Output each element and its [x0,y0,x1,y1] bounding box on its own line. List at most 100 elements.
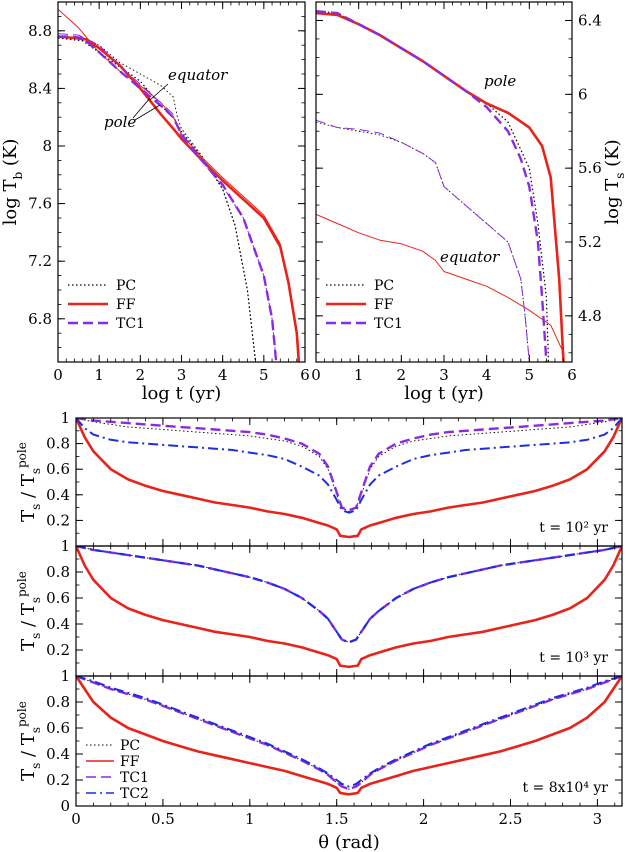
y-tick-label: 0.6 [46,589,70,607]
y-axis-title: log Ts (K) [602,139,626,224]
x-axis-title: log t (yr) [142,383,222,404]
x-tick-label: 4 [218,366,228,384]
x-tick-label: 2 [419,810,429,828]
x-tick-label: 1 [354,366,364,384]
annotation-arrow [149,83,169,101]
x-tick-label: 3 [439,366,449,384]
x-tick-label: 1 [94,366,104,384]
legend-label: FF [374,297,394,313]
y-tick-label: 1 [60,537,70,555]
x-tick-label: 1.5 [325,810,349,828]
y-tick-label: 4.8 [578,307,602,325]
series-line-ff-equator [316,213,564,354]
series-line-tc2 [76,546,622,644]
y-tick-label: 7.6 [28,195,52,213]
series-line-pc-pole [316,10,550,362]
legend-label: TC1 [116,316,145,332]
x-tick-label: 2.5 [499,810,523,828]
panel-top-left: 0 1 2 3 4 5 6 6.8 7.2 7.6 8 8.4 8.8 log t (yr) log Tb … [0,1,310,404]
x-axis-title: log t (yr) [404,383,484,404]
y-tick-label: 0.4 [46,486,70,504]
x-tick-label: 0 [53,366,63,384]
y-tick-label: 0.8 [46,563,70,581]
legend-label: TC1 [374,316,403,332]
x-tick-label: 5 [525,366,535,384]
legend-label: PC [116,278,136,294]
series-line-pc-pole [58,37,257,362]
y-axis-title: Ts / Tspole [15,571,43,651]
x-tick-label: 4 [482,366,492,384]
legend-label: TC1 [120,770,149,786]
panel-bottom-2: 0.2 0.4 0.6 0.8 1 Ts / Tspole t = 10³ yr [15,537,623,677]
x-axis-title: θ (rad) [318,832,379,852]
series-line-ff [76,546,622,669]
y-tick-label: 0.2 [46,771,70,789]
x-tick-label: 6 [567,366,577,384]
annotation-arrow [132,97,151,119]
series-line-pc [76,418,622,512]
series-line-tc1-equator [58,33,277,362]
legend-label: TC2 [120,786,149,802]
y-tick-label: 8.8 [28,22,52,40]
annotation-equator: equator [168,66,228,84]
series-line-pc [76,676,622,790]
series-line-tc2 [76,676,622,788]
y-axis-title: Ts / Tspole [15,442,43,522]
y-tick-label: 6.8 [28,310,52,328]
x-tick-label: 1 [245,810,255,828]
y-axis-title: Ts / Tspole [15,701,43,781]
legend-label: FF [116,297,136,313]
panel-bottom-3: 0 0.5 1 1.5 2 2.5 3 0 0.2 0.4 0.6 0.8 1 θ (rad) Ts / T… [15,667,623,852]
series-group [316,10,565,362]
series-group [58,8,301,362]
y-tick-label: 0.6 [46,719,70,737]
y-tick-label: 0 [60,797,70,815]
series-line-ff [76,676,622,796]
series-line-ff-equator [58,8,300,362]
series-line-tc1-equator [316,119,530,362]
y-tick-label: 1 [60,667,70,685]
y-tick-label: 8 [42,137,52,155]
y-tick-label: 0.6 [46,460,70,478]
series-line-tc1 [76,418,622,512]
legend-label: PC [374,278,394,294]
y-tick-label: 5.2 [578,233,602,251]
series-line-pc-equator [316,121,530,362]
y-tick-label: 0.2 [46,641,70,659]
series-line-ff-pole [58,35,301,362]
series-line-pc-equator [58,36,257,362]
x-tick-label: 3 [177,366,187,384]
annotation-equator: equator [440,248,500,266]
panel-top-right: 0 1 2 3 4 5 6 4.8 5.2 5.6 6 6.4 log t (yr) log Ts (K)… [311,1,626,404]
y-tick-label: 6 [578,85,588,103]
series-group [76,418,622,539]
y-tick-label: 1 [60,409,70,427]
y-tick-label: 0.2 [46,511,70,529]
legend-label: PC [120,738,140,754]
y-axis-title: log Tb (K) [0,139,25,226]
time-label: t = 10² yr [539,520,608,536]
y-tick-label: 0.4 [46,745,70,763]
legend-label: FF [120,754,140,770]
time-label: t = 10³ yr [539,650,608,666]
y-tick-label: 0.8 [46,693,70,711]
y-tick-label: 5.6 [578,159,602,177]
y-tick-label: 0.4 [46,615,70,633]
annotation-arrow [134,104,161,121]
x-tick-label: 0.5 [151,810,175,828]
y-tick-label: 8.4 [28,79,52,97]
x-tick-label: 2 [136,366,146,384]
annotation-pole: pole [104,113,136,131]
y-tick-label: 6.4 [578,11,602,29]
plot-frame [57,1,306,363]
series-line-tc2 [76,418,622,514]
panel-bottom-1: 0.2 0.4 0.6 0.8 1 Ts / Tspole t = 10² yr [15,409,623,547]
time-label: t = 8x10⁴ yr [522,780,608,796]
series-group [76,546,622,669]
series-line-tc1-pole [316,10,548,362]
series-line-ff [76,418,622,539]
plot-frame [315,1,573,363]
x-tick-label: 0 [71,810,81,828]
x-tick-label: 5 [259,366,269,384]
